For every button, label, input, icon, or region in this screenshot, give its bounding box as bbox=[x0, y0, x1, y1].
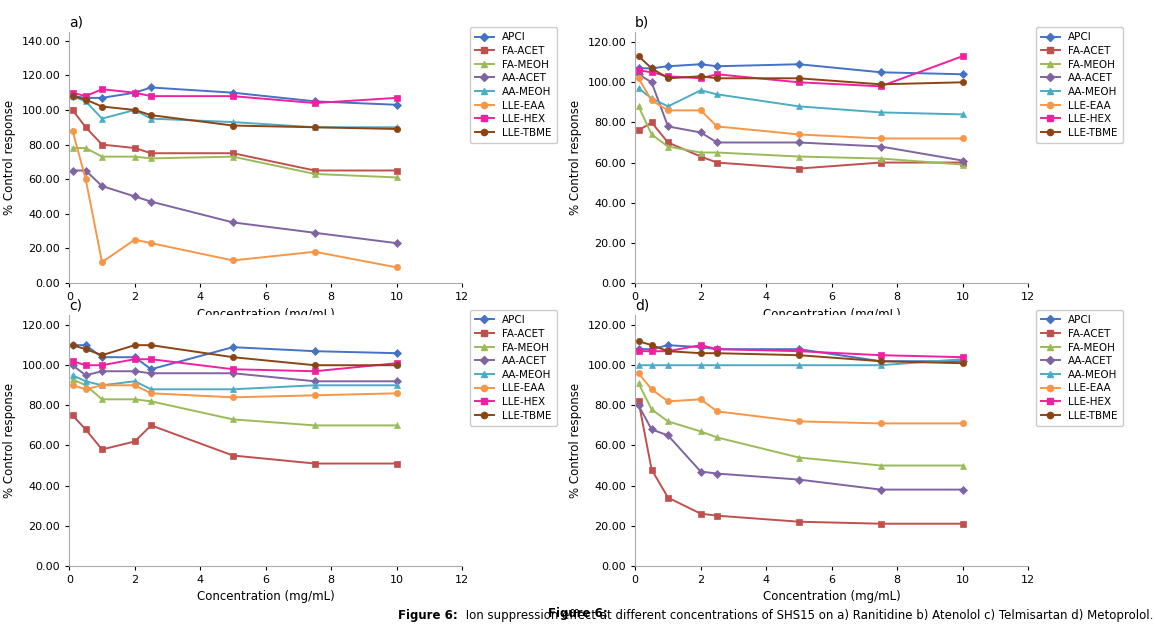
Legend: APCI, FA-ACET, FA-MEOH, AA-ACET, AA-MEOH, LLE-EAA, LLE-HEX, LLE-TBME: APCI, FA-ACET, FA-MEOH, AA-ACET, AA-MEOH… bbox=[470, 310, 557, 426]
Text: Figure 6: Ion suppression effect at different concentrations of SHS15 on a) Rani: Figure 6: Ion suppression effect at diff… bbox=[206, 608, 949, 620]
Text: a): a) bbox=[69, 15, 83, 30]
Y-axis label: % Control response: % Control response bbox=[569, 383, 582, 498]
Text: Figure 6:: Figure 6: bbox=[398, 609, 459, 622]
Y-axis label: % Control response: % Control response bbox=[3, 383, 16, 498]
X-axis label: Concentration (mg/mL): Concentration (mg/mL) bbox=[762, 307, 901, 320]
Text: b): b) bbox=[635, 15, 649, 30]
Text: Figure 6:: Figure 6: bbox=[547, 608, 608, 620]
X-axis label: Concentration (mg/mL): Concentration (mg/mL) bbox=[196, 307, 335, 320]
Text: c): c) bbox=[69, 298, 82, 312]
Legend: APCI, FA-ACET, FA-MEOH, AA-ACET, AA-MEOH, LLE-EAA, LLE-HEX, LLE-TBME: APCI, FA-ACET, FA-MEOH, AA-ACET, AA-MEOH… bbox=[1036, 310, 1123, 426]
Text: d): d) bbox=[635, 298, 649, 312]
Text: Ion suppression effect at different concentrations of SHS15 on a) Ranitidine b) : Ion suppression effect at different conc… bbox=[462, 609, 1154, 622]
Y-axis label: % Control response: % Control response bbox=[3, 100, 16, 215]
Legend: APCI, FA-ACET, FA-MEOH, AA-ACET, AA-MEOH, LLE-EAA, LLE-HEX, LLE-TBME: APCI, FA-ACET, FA-MEOH, AA-ACET, AA-MEOH… bbox=[1036, 27, 1123, 143]
Y-axis label: % Control response: % Control response bbox=[569, 100, 582, 215]
X-axis label: Concentration (mg/mL): Concentration (mg/mL) bbox=[762, 590, 901, 603]
Legend: APCI, FA-ACET, FA-MEOH, AA-ACET, AA-MEOH, LLE-EAA, LLE-HEX, LLE-TBME: APCI, FA-ACET, FA-MEOH, AA-ACET, AA-MEOH… bbox=[470, 27, 557, 143]
X-axis label: Concentration (mg/mL): Concentration (mg/mL) bbox=[196, 590, 335, 603]
